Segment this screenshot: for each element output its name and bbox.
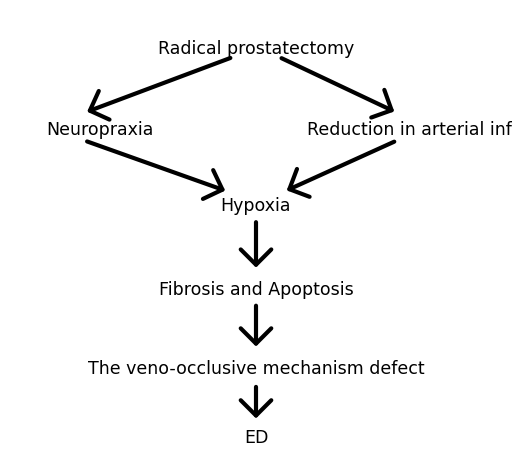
Text: Fibrosis and Apoptosis: Fibrosis and Apoptosis <box>159 281 353 298</box>
Text: Neuropraxia: Neuropraxia <box>46 121 154 138</box>
Text: Hypoxia: Hypoxia <box>221 197 291 215</box>
Text: Reduction in arterial inflow: Reduction in arterial inflow <box>307 121 512 138</box>
Text: Radical prostatectomy: Radical prostatectomy <box>158 40 354 57</box>
Text: ED: ED <box>244 429 268 446</box>
Text: The veno-occlusive mechanism defect: The veno-occlusive mechanism defect <box>88 359 424 377</box>
